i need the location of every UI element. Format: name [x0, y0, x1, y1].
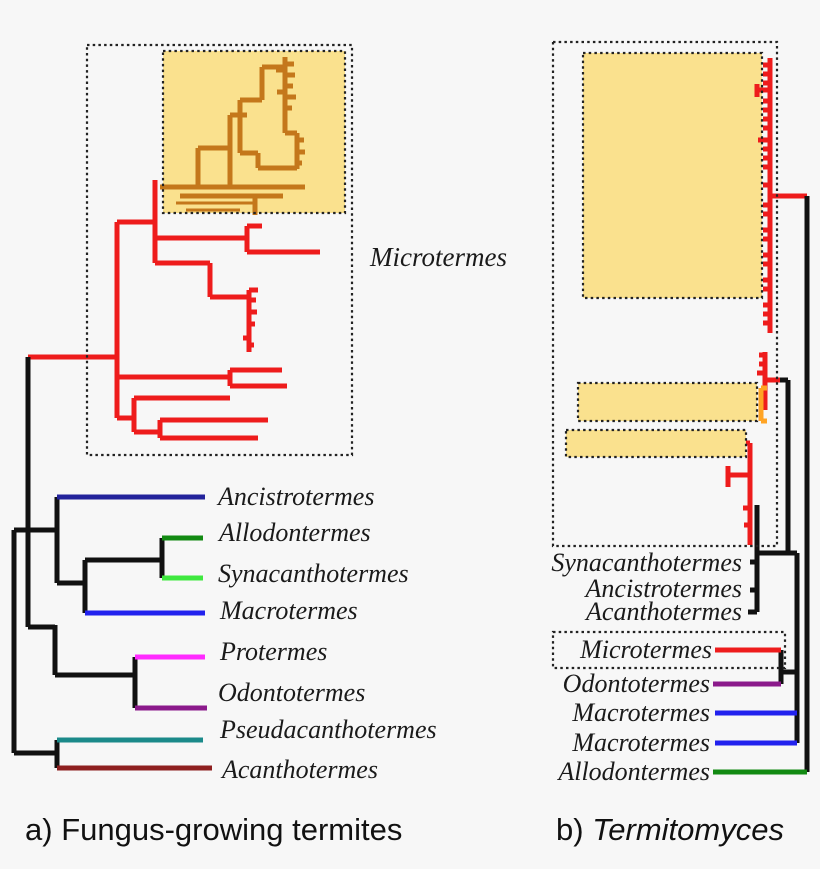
- panel-b-caption: b) Termitomyces: [556, 812, 784, 848]
- panel-b-clade-box: [551, 40, 779, 548]
- panel-b-highlight-box-small-border: [564, 428, 748, 459]
- panel-a-clade-box: [85, 43, 354, 457]
- panel-b-highlight-box-large-border: [581, 51, 764, 300]
- panel-a-highlight-subtree: [160, 57, 305, 215]
- taxon-label-b-ancistrotermes: Ancistrotermes: [585, 574, 742, 603]
- taxon-label-a-pseudacanthotermes: Pseudacanthotermes: [220, 715, 437, 744]
- taxon-label-b-synacanthotermes: Synacanthotermes: [551, 548, 742, 577]
- taxon-label-b-microtermes: Microtermes: [580, 635, 712, 664]
- panel-b-red-clade3: [725, 440, 753, 545]
- taxon-label-a-macrotermes: Macrotermes: [220, 596, 358, 625]
- panel-b-caption-italic: Termitomyces: [592, 812, 784, 847]
- panel-b-highlight-box-large: [583, 53, 762, 298]
- taxon-label-a-odontotermes: Odontotermes: [218, 678, 366, 707]
- taxon-label-a-synacanthotermes: Synacanthotermes: [218, 559, 409, 588]
- panel-a-highlight-subtree-fine: [176, 201, 255, 212]
- panel-b-red-clade2: [757, 352, 780, 410]
- panel-b-highlight-box-small: [566, 430, 746, 457]
- panel-b-caption-prefix: b): [556, 812, 593, 847]
- taxon-label-b-acanthotermes: Acanthotermes: [586, 597, 742, 626]
- panel-a-caption-prefix: a): [25, 812, 53, 847]
- taxon-label-a-allodontermes: Allodontermes: [219, 518, 371, 547]
- taxon-label-b-allodontermes: Allodontermes: [558, 757, 710, 786]
- panel-a-backbone: [11, 357, 165, 768]
- taxon-label-b-macrotermes-2: Macrotermes: [572, 728, 710, 757]
- panel-a-caption: a) Fungus-growing termites: [25, 812, 402, 848]
- panel-b-microtermes-box: [551, 630, 787, 670]
- panel-b-backbone: [748, 196, 810, 772]
- taxon-label-b-odontotermes: Odontotermes: [562, 669, 710, 698]
- taxon-label-a-ancistrotermes: Ancistrotermes: [218, 482, 375, 511]
- panel-b-red-spine: [754, 58, 807, 333]
- panel-a-clade-label: Microtermes: [370, 242, 507, 272]
- taxon-label-a-protermes: Protermes: [220, 637, 328, 666]
- panel-a-highlight-box-border: [161, 49, 347, 215]
- taxon-label-b-macrotermes-1: Macrotermes: [572, 698, 710, 727]
- panel-a-caption-text: Fungus-growing termites: [52, 812, 403, 847]
- panel-b-highlight-box-mid: [578, 383, 757, 421]
- panel-a-red-clade: [28, 180, 320, 441]
- taxon-label-a-acanthotermes: Acanthotermes: [222, 755, 378, 784]
- panel-b-orange-bracket: [758, 385, 767, 424]
